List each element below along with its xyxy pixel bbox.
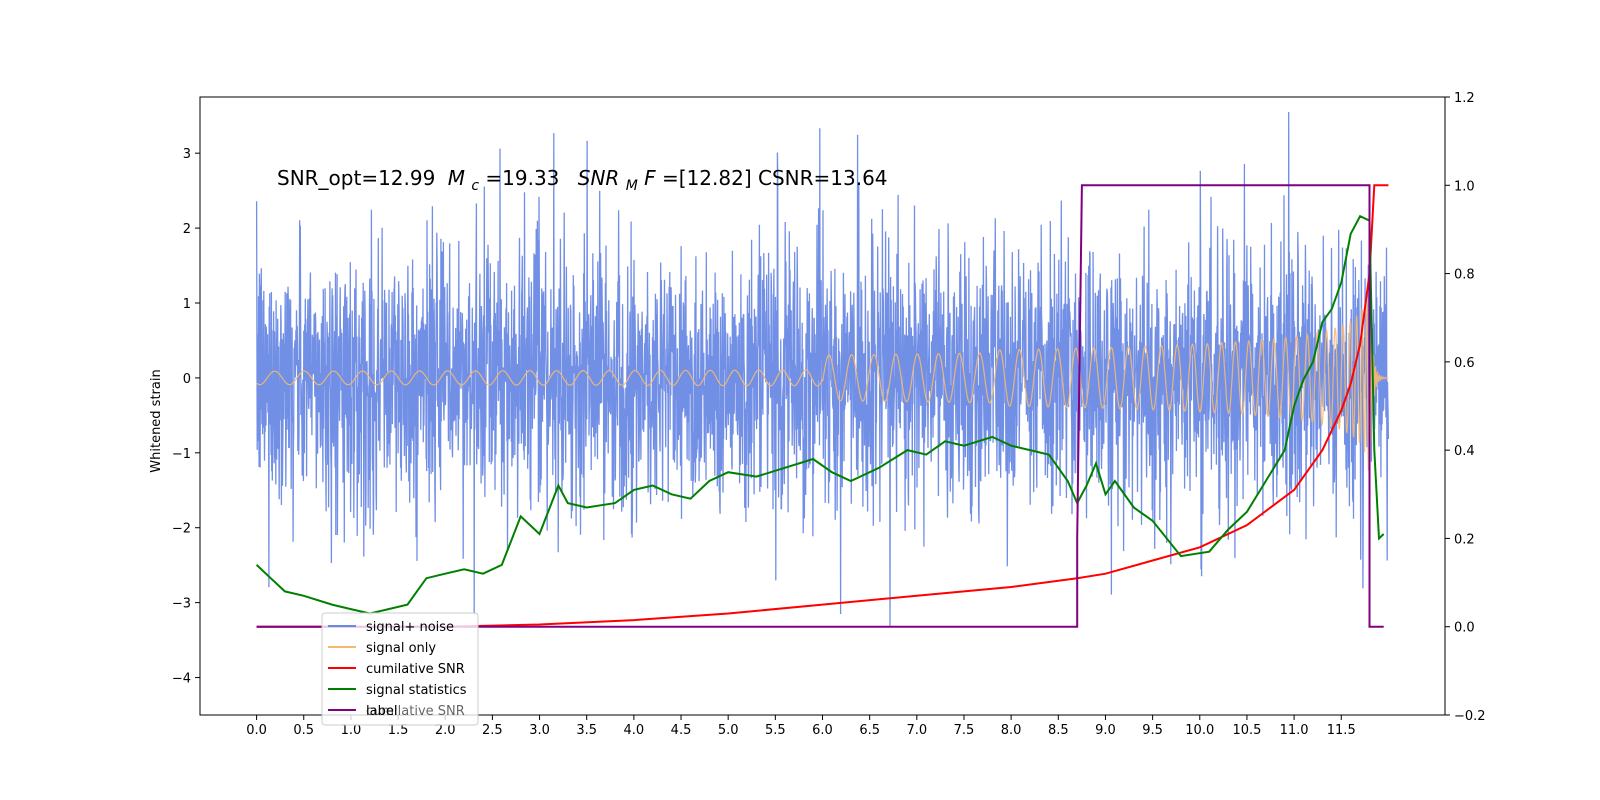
legend: signal+ noise signal only cumilative SNR si… (321, 612, 479, 726)
legend-item: signal only (328, 641, 436, 656)
y-left-tick-label: 2 (183, 222, 191, 237)
y-axis-right: −0.2 0.0 0.2 0.4 0.6 0.8 1.0 1.2 (1445, 91, 1486, 724)
title-part-mc: M (448, 166, 465, 190)
title-part-snr-mf: SNR (578, 166, 620, 190)
y-right-tick-label: 1.0 (1454, 179, 1475, 194)
y-right-tick-label: 1.2 (1454, 91, 1475, 106)
y-right-tick-label: 0.4 (1454, 444, 1475, 459)
title-part-snr-mf-f: F (644, 166, 656, 190)
x-tick-label: 1.5 (388, 723, 409, 738)
x-tick-label: 11.5 (1327, 723, 1356, 738)
legend-label: signal+ noise (366, 620, 454, 635)
x-tick-label: 9.5 (1142, 723, 1163, 738)
y-axis-left: −4 −3 −2 −1 0 1 2 3 (172, 147, 200, 687)
x-tick-label: 0.5 (293, 723, 314, 738)
legend-ghost-label: cumilative SNR (366, 704, 465, 719)
series-cumulative-snr (256, 184, 1389, 628)
x-tick-label: 7.5 (954, 723, 975, 738)
legend-label: cumilative SNR (366, 662, 465, 677)
svg-text:SNR_opt=12.99 M c: SNR_opt=12.99 M c =19.33 SNR M F =[12.82… (277, 166, 888, 195)
legend-item: label (328, 704, 397, 719)
y-left-tick-label: −2 (172, 522, 191, 537)
x-tick-label: 9.0 (1095, 723, 1116, 738)
series-layer (255, 111, 1390, 628)
x-tick-label: 8.5 (1048, 723, 1069, 738)
title-part-snr-opt: SNR_opt=12.99 (277, 166, 435, 190)
x-tick-label: 5.5 (765, 723, 786, 738)
x-tick-label: 2.0 (435, 723, 456, 738)
legend-item: signal statistics (328, 683, 467, 698)
x-tick-label: 2.5 (482, 723, 503, 738)
x-tick-label: 10.5 (1232, 723, 1261, 738)
legend-box (321, 612, 479, 726)
x-axis: 0.0 0.5 1.0 1.5 2.0 2.5 3.0 3.5 4.0 4.5 5.0 5.5 6.0 6… (246, 715, 1356, 738)
y-right-tick-label: −0.2 (1454, 709, 1486, 724)
legend-label: signal statistics (366, 683, 467, 698)
x-tick-label: 6.0 (812, 723, 833, 738)
y-left-tick-label: 0 (183, 372, 191, 387)
y-left-tick-label: −4 (172, 672, 191, 687)
y-left-tick-label: −1 (172, 447, 191, 462)
chart-title: SNR_opt=12.99 M c =19.33 SNR M F =[12.82… (277, 166, 888, 195)
x-tick-label: 4.0 (624, 723, 645, 738)
title-part-values: =[12.82] CSNR=13.64 (662, 166, 888, 190)
title-part-snr-mf-sub: M (626, 178, 638, 194)
series-label (256, 184, 1384, 628)
x-tick-label: 3.5 (576, 723, 597, 738)
y-right-tick-label: 0.8 (1454, 268, 1475, 283)
x-tick-label: 0.0 (246, 723, 267, 738)
x-tick-label: 11.0 (1280, 723, 1309, 738)
x-tick-label: 5.0 (718, 723, 739, 738)
x-tick-label: 7.0 (906, 723, 927, 738)
x-tick-label: 1.0 (341, 723, 362, 738)
y-right-tick-label: 0.6 (1454, 356, 1475, 371)
y-left-tick-label: 3 (183, 147, 191, 162)
legend-label: label (366, 704, 397, 719)
series-signal-noise (255, 111, 1390, 626)
y-left-tick-label: 1 (183, 297, 191, 312)
x-tick-label: 3.0 (529, 723, 550, 738)
x-tick-label: 6.5 (859, 723, 880, 738)
y-right-tick-label: 0.0 (1454, 621, 1475, 636)
title-part-mc-value: =19.33 (485, 166, 559, 190)
y-left-tick-label: −3 (172, 597, 191, 612)
legend-item: signal+ noise (328, 620, 454, 635)
x-tick-label: 4.5 (671, 723, 692, 738)
x-tick-label: 10.0 (1185, 723, 1214, 738)
series-signal-statistics (255, 214, 1385, 615)
y-right-tick-label: 0.2 (1454, 532, 1475, 547)
series-signal-only (256, 295, 1389, 471)
plot-area: 0.0 0.5 1.0 1.5 2.0 2.5 3.0 3.5 4.0 4.5 5.0 5.5 6.0 6… (172, 91, 1486, 738)
x-tick-label: 8.0 (1001, 723, 1022, 738)
legend-label: signal only (366, 641, 436, 656)
title-part-mc-sub: c (471, 178, 479, 194)
legend-item: cumilative SNR (328, 662, 465, 677)
y-axis-label: Whitened strain (149, 369, 164, 472)
